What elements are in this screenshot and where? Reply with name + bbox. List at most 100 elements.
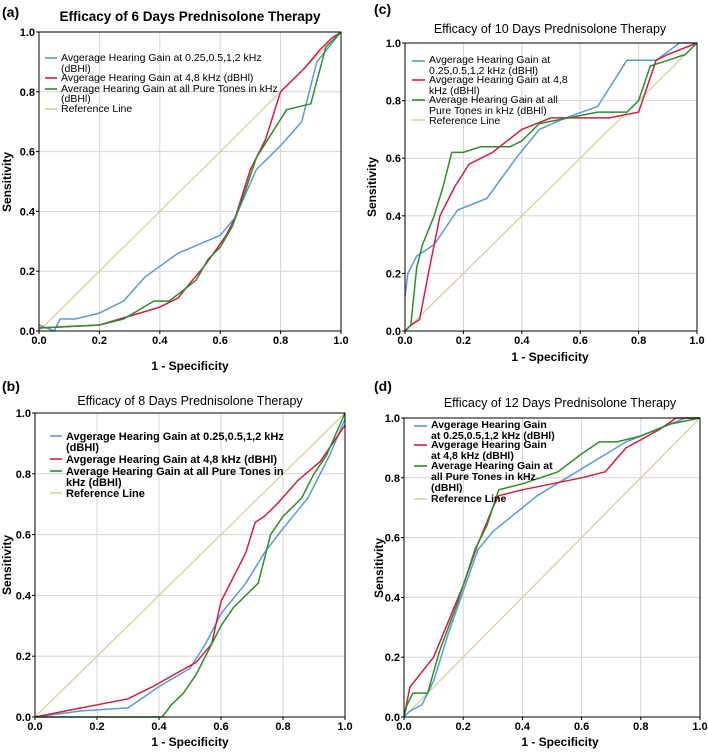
series-line-high xyxy=(38,31,342,329)
panel-c: (c) Efficacy of 10 Days Prednisolone The… xyxy=(365,1,705,364)
x-tick-label: 0.8 xyxy=(631,335,646,347)
panel-d-y-ticks: 0.0 0.2 0.4 0.6 0.8 1.0 xyxy=(385,413,404,724)
panel-a-legend: Avgerage Hearing Gain at 0.25,0.5,1,2 kH… xyxy=(45,52,278,115)
x-tick-label: 1.0 xyxy=(689,335,704,347)
series-line-ref xyxy=(403,417,701,718)
panel-b-axes xyxy=(34,412,346,718)
legend-d-all-3: (dBHl) xyxy=(431,482,463,494)
legend-b-high: Avgerage Hearing Gain at 4,8 kHz (dBHl) xyxy=(66,454,277,466)
legend-d-high-2: at 4,8 kHz (dBHl) xyxy=(431,450,514,462)
plot-frame xyxy=(34,412,346,718)
panel-d-xlabel: 1 - Specificity xyxy=(521,735,599,749)
panel-c-ylabel: Sensitivity xyxy=(365,157,379,217)
y-tick-label: 0.2 xyxy=(16,651,31,663)
legend-d-all-1: Average Hearing Gain at xyxy=(431,460,553,472)
x-tick-label: 0.4 xyxy=(514,335,530,347)
panel-a-axes xyxy=(38,31,342,332)
x-tick-label: 0.4 xyxy=(151,721,167,733)
legend-a-ref: Reference Line xyxy=(61,103,132,115)
x-tick-label: 0.6 xyxy=(213,721,228,733)
panel-c-label: (c) xyxy=(374,1,391,17)
legend-a-low-2: (dBHl) xyxy=(61,63,91,75)
y-tick-label: 0.0 xyxy=(20,326,35,338)
panel-c-x-ticks: 0.0 0.2 0.4 0.6 0.8 1.0 xyxy=(397,331,705,347)
series-line-all xyxy=(403,417,701,718)
panel-d-title: Efficacy of 12 Days Prednisolone Therapy xyxy=(444,396,677,410)
x-tick-label: 0.2 xyxy=(89,721,104,733)
y-tick-label: 0.4 xyxy=(16,590,32,602)
x-tick-label: 0.0 xyxy=(31,335,46,347)
panel-c-title: Efficacy of 10 Days Prednisolone Therapy xyxy=(434,22,667,36)
panel-a: (a) Efficacy of 6 Days Prednisolone Ther… xyxy=(0,4,349,373)
legend-b-low-2: (dBHl) xyxy=(66,442,99,454)
y-tick-label: 0.0 xyxy=(386,326,401,338)
x-tick-label: 0.0 xyxy=(27,721,42,733)
y-tick-label: 0.0 xyxy=(385,712,400,724)
legend-d-low-1: Avgerage Hearing Gain xyxy=(431,419,547,431)
x-tick-label: 0.2 xyxy=(92,335,107,347)
series-line-ref xyxy=(404,42,698,332)
panel-a-ylabel: Sensitivity xyxy=(0,152,14,212)
y-tick-label: 0.2 xyxy=(20,266,35,278)
legend-b-ref: Reference Line xyxy=(66,488,145,500)
panel-d-axes xyxy=(403,417,701,718)
panel-c-axes xyxy=(404,42,698,332)
x-tick-label: 0.4 xyxy=(152,335,168,347)
series-line-all xyxy=(38,31,342,329)
y-tick-label: 0.4 xyxy=(20,206,36,218)
plot-frame xyxy=(404,42,698,332)
legend-d-low-2: at 0.25,0.5,1,2 kHz (dBHl) xyxy=(431,430,555,442)
panel-a-xlabel: 1 - Specificity xyxy=(151,359,229,373)
legend-d-ref: Reference Line xyxy=(431,493,506,505)
y-tick-label: 1.0 xyxy=(385,413,400,425)
panel-c-series xyxy=(404,42,698,332)
legend-a-low-1: Avgerage Hearing Gain at 0.25,0.5,1,2 kH… xyxy=(61,52,262,64)
y-tick-label: 0.8 xyxy=(386,96,401,108)
series-line-high xyxy=(403,417,700,718)
y-tick-label: 0.2 xyxy=(385,652,400,664)
y-tick-label: 0.6 xyxy=(16,530,31,542)
series-line-low xyxy=(38,31,342,332)
panel-d-x-ticks: 0.0 0.2 0.4 0.6 0.8 1.0 xyxy=(396,717,708,733)
y-tick-label: 0.4 xyxy=(385,592,401,604)
legend-c-ref: Reference Line xyxy=(429,115,500,127)
panel-c-xlabel: 1 - Specificity xyxy=(511,350,589,364)
y-tick-label: 0.4 xyxy=(386,211,402,223)
series-line-all xyxy=(404,42,698,332)
legend-c-low-1: Avgerage Hearing Gain at xyxy=(429,54,550,66)
x-tick-label: 0.8 xyxy=(275,721,290,733)
panel-a-y-ticks: 0.0 0.2 0.4 0.6 0.8 1.0 xyxy=(20,27,39,338)
legend-d-high-1: Avgerage Hearing Gain xyxy=(431,439,547,451)
x-tick-label: 0.2 xyxy=(456,721,471,733)
legend-c-low-2: 0.25,0.5,1,2 kHz (dBHl) xyxy=(429,65,538,77)
y-tick-label: 0.8 xyxy=(20,87,35,99)
x-tick-label: 0.4 xyxy=(515,721,531,733)
panel-b-ylabel: Sensitivity xyxy=(0,535,14,595)
legend-c-all-1: Average Hearing Gain at all xyxy=(429,94,558,106)
y-tick-label: 0.6 xyxy=(386,153,401,165)
series-line-all xyxy=(35,412,346,718)
panel-b-series xyxy=(34,412,346,718)
panel-b-y-ticks: 0.0 0.2 0.4 0.6 0.8 1.0 xyxy=(16,408,35,724)
x-tick-label: 0.0 xyxy=(397,335,412,347)
series-line-high xyxy=(34,424,346,718)
panel-d: (d) Efficacy of 12 Days Prednisolone The… xyxy=(372,378,708,749)
x-tick-label: 0.6 xyxy=(574,721,589,733)
panel-c-y-ticks: 0.0 0.2 0.4 0.6 0.8 1.0 xyxy=(386,38,405,338)
legend-b-all-1: Average Hearing Gain at all Pure Tones i… xyxy=(66,466,284,478)
y-tick-label: 0.0 xyxy=(16,712,31,724)
x-tick-label: 0.8 xyxy=(633,721,648,733)
legend-c-all-2: Pure Tones in kHz (dBHl) xyxy=(429,105,547,117)
series-line-low xyxy=(34,418,346,718)
x-tick-label: 1.0 xyxy=(333,335,348,347)
panel-a-title: Efficacy of 6 Days Prednisolone Therapy xyxy=(59,9,321,24)
x-tick-label: 0.6 xyxy=(213,335,228,347)
legend-b-low-1: Avgerage Hearing Gain at 0.25,0.5,1,2 kH… xyxy=(66,431,284,443)
x-tick-label: 0.2 xyxy=(456,335,471,347)
panel-b-x-ticks: 0.0 0.2 0.4 0.6 0.8 1.0 xyxy=(27,717,353,733)
x-tick-label: 1.0 xyxy=(337,721,352,733)
panel-d-legend: Avgerage Hearing Gain at 0.25,0.5,1,2 kH… xyxy=(414,419,555,505)
panel-b: (b) Efficacy of 8 Days Prednisolone Ther… xyxy=(0,378,353,749)
panel-a-x-ticks: 0.0 0.2 0.4 0.6 0.8 1.0 xyxy=(31,331,349,347)
panel-d-series xyxy=(403,417,701,718)
